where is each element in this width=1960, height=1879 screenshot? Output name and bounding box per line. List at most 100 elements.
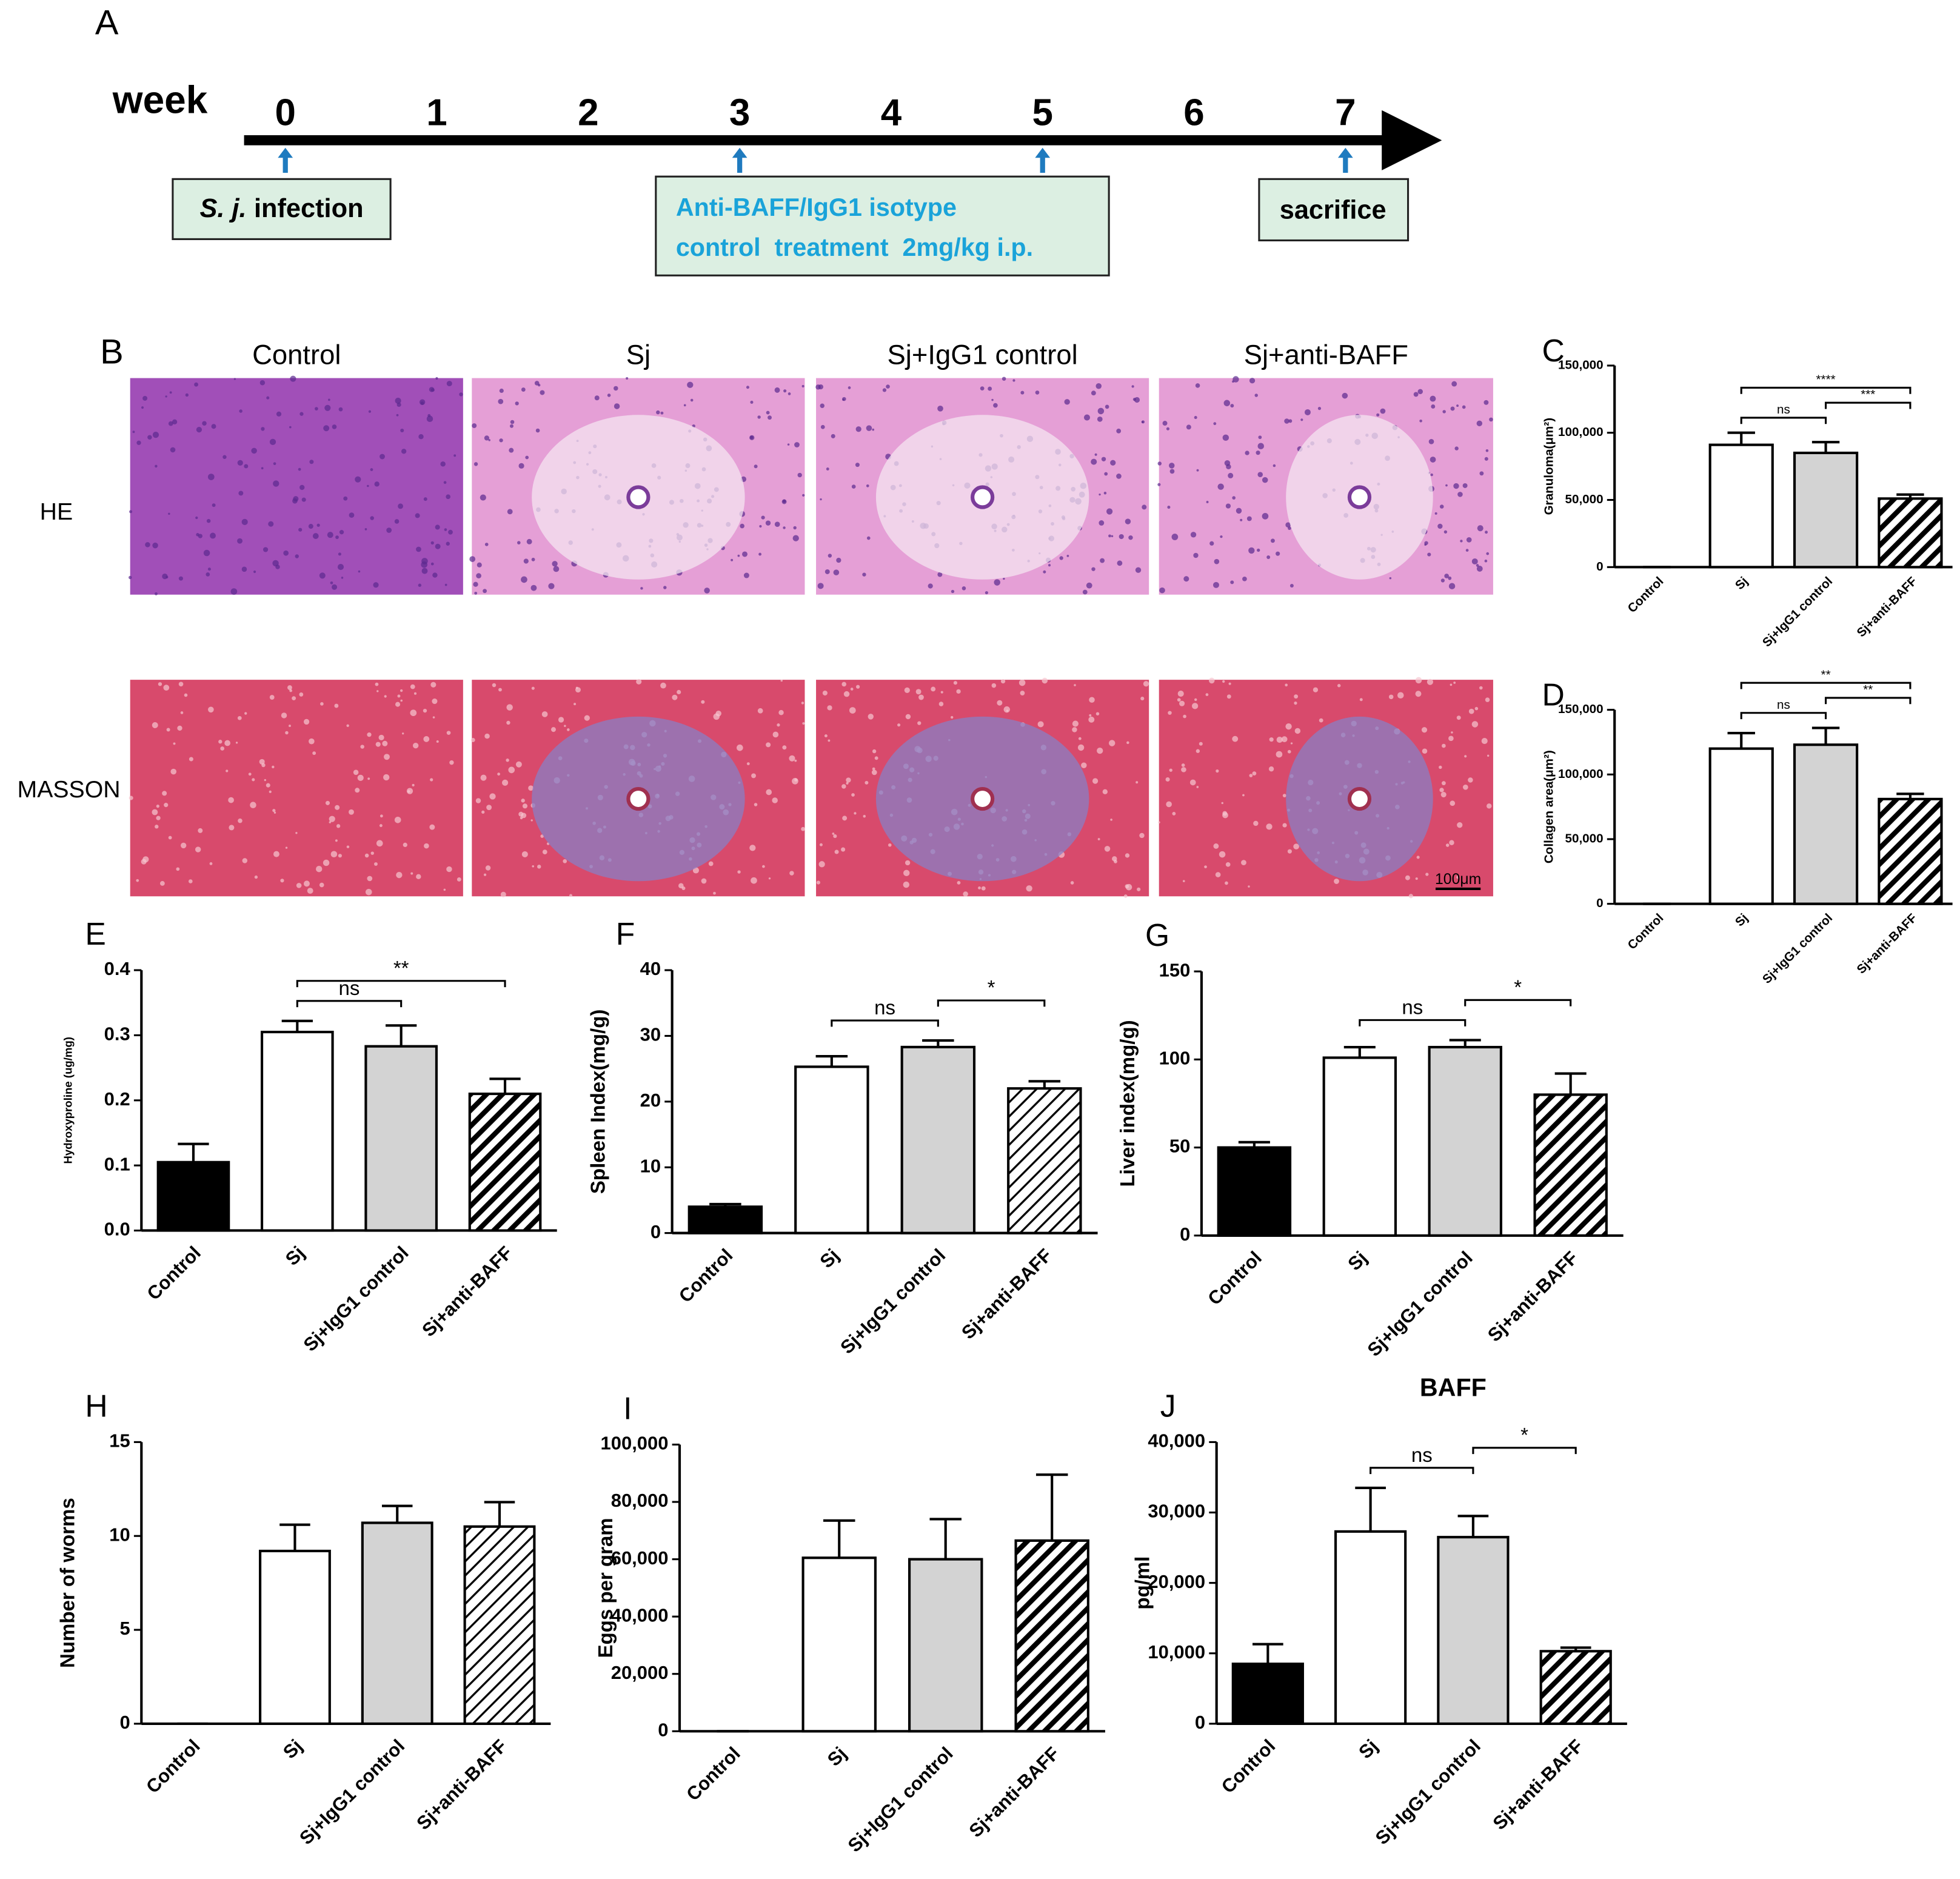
tissue-speck: [1196, 469, 1199, 472]
tissue-speck: [1094, 453, 1097, 456]
tissue-speck: [1454, 446, 1459, 450]
tissue-speck: [508, 766, 515, 774]
tissue-speck: [435, 524, 440, 530]
tissue-speck: [750, 400, 754, 404]
tissue-speck: [1405, 875, 1410, 880]
tissue-speck: [266, 783, 270, 788]
tissue-speck: [368, 410, 372, 413]
tissue-speck: [481, 810, 485, 814]
tissue-speck: [395, 397, 401, 404]
tissue-speck: [993, 403, 998, 408]
tissue-speck: [584, 715, 590, 721]
tissue-speck: [303, 880, 310, 887]
row-label: HE: [40, 498, 73, 525]
tissue-speck: [196, 533, 199, 537]
tissue-speck: [323, 425, 330, 432]
tissue-speck: [378, 734, 384, 740]
tissue-speck: [831, 434, 835, 438]
tissue-speck: [928, 583, 933, 589]
tissue-speck: [1431, 404, 1436, 409]
tissue-speck: [1476, 420, 1483, 427]
tissue-speck: [819, 843, 823, 846]
significance-bracket: [937, 999, 1046, 1007]
tissue-speck: [367, 484, 369, 487]
tissue-speck: [436, 740, 439, 743]
tissue-speck: [1270, 538, 1275, 543]
tissue-speck: [446, 731, 451, 735]
tissue-speck: [1448, 735, 1454, 742]
tissue-speck: [991, 683, 997, 688]
tissue-speck: [152, 809, 158, 816]
tissue-speck: [346, 845, 350, 848]
chart-title: BAFF: [1420, 1374, 1487, 1402]
y-tick-label: 0.1: [104, 1153, 130, 1174]
tissue-speck: [1434, 512, 1437, 515]
significance-bracket: [1464, 999, 1572, 1006]
tissue-speck: [1091, 390, 1096, 396]
tissue-speck: [162, 791, 167, 796]
tissue-speck: [489, 793, 496, 800]
tissue-speck: [309, 460, 314, 464]
tissue-speck: [866, 425, 872, 431]
tissue-speck: [541, 711, 548, 717]
tissue-speck: [379, 824, 383, 828]
tissue-speck: [834, 849, 839, 854]
tissue-speck: [1020, 691, 1025, 695]
tissue-speck: [281, 712, 287, 718]
tissue-speck: [1342, 392, 1348, 399]
tissue-speck: [266, 396, 270, 400]
significance-label: *: [1520, 1424, 1528, 1446]
tissue-speck: [531, 686, 535, 690]
tissue-speck: [178, 682, 184, 687]
tissue-speck: [1183, 576, 1189, 582]
tissue-speck: [376, 690, 379, 692]
error-bar: [1035, 1473, 1068, 1541]
tissue-speck: [841, 682, 846, 687]
tissue-speck: [142, 856, 149, 863]
tissue-speck: [1190, 532, 1197, 538]
error-bar: [1727, 732, 1755, 749]
tissue-speck: [713, 891, 716, 895]
bar: [1437, 1536, 1510, 1725]
tissue-speck: [239, 409, 242, 413]
tissue-speck: [851, 793, 855, 797]
significance-label: ns: [1411, 1444, 1433, 1466]
tissue-speck: [1137, 887, 1141, 891]
tissue-speck: [446, 494, 451, 500]
tissue-speck: [1169, 469, 1175, 474]
tissue-speck: [375, 742, 381, 747]
significance-label: ns: [1777, 698, 1790, 712]
error-bar: [1355, 1486, 1386, 1532]
y-tick-label: 0.0: [104, 1219, 130, 1240]
tissue-speck: [370, 851, 374, 855]
significance-bracket: [1740, 682, 1912, 689]
tissue-speck: [269, 695, 275, 700]
tissue-speck: [469, 556, 476, 562]
week-number: 4: [881, 92, 902, 133]
tissue-speck: [1257, 443, 1265, 449]
tissue-speck: [1162, 421, 1168, 426]
tissue-speck: [1440, 792, 1447, 798]
tissue-speck: [842, 816, 848, 821]
tissue-speck: [1241, 860, 1246, 866]
tissue-speck: [515, 401, 519, 406]
tissue-speck: [444, 528, 447, 531]
significance-bracket: [1740, 712, 1827, 720]
bar: [1793, 451, 1859, 569]
week-number: 5: [1032, 92, 1052, 133]
tissue-speck: [525, 455, 529, 460]
tissue-speck: [129, 510, 133, 514]
tissue-speck: [817, 583, 824, 589]
tissue-speck: [886, 384, 890, 389]
tissue-speck: [162, 573, 168, 580]
y-axis-label: Spleen Index(mg/g): [587, 1010, 609, 1194]
y-tick-label: 150: [1159, 959, 1191, 980]
tissue-speck: [515, 761, 522, 768]
tissue-speck: [1445, 484, 1448, 487]
tissue-speck: [170, 447, 176, 453]
significance-bracket: [1370, 1467, 1474, 1475]
tissue-speck: [842, 397, 846, 401]
tissue-speck: [751, 877, 757, 884]
tissue-speck: [261, 427, 265, 431]
tissue-speck: [168, 836, 172, 840]
